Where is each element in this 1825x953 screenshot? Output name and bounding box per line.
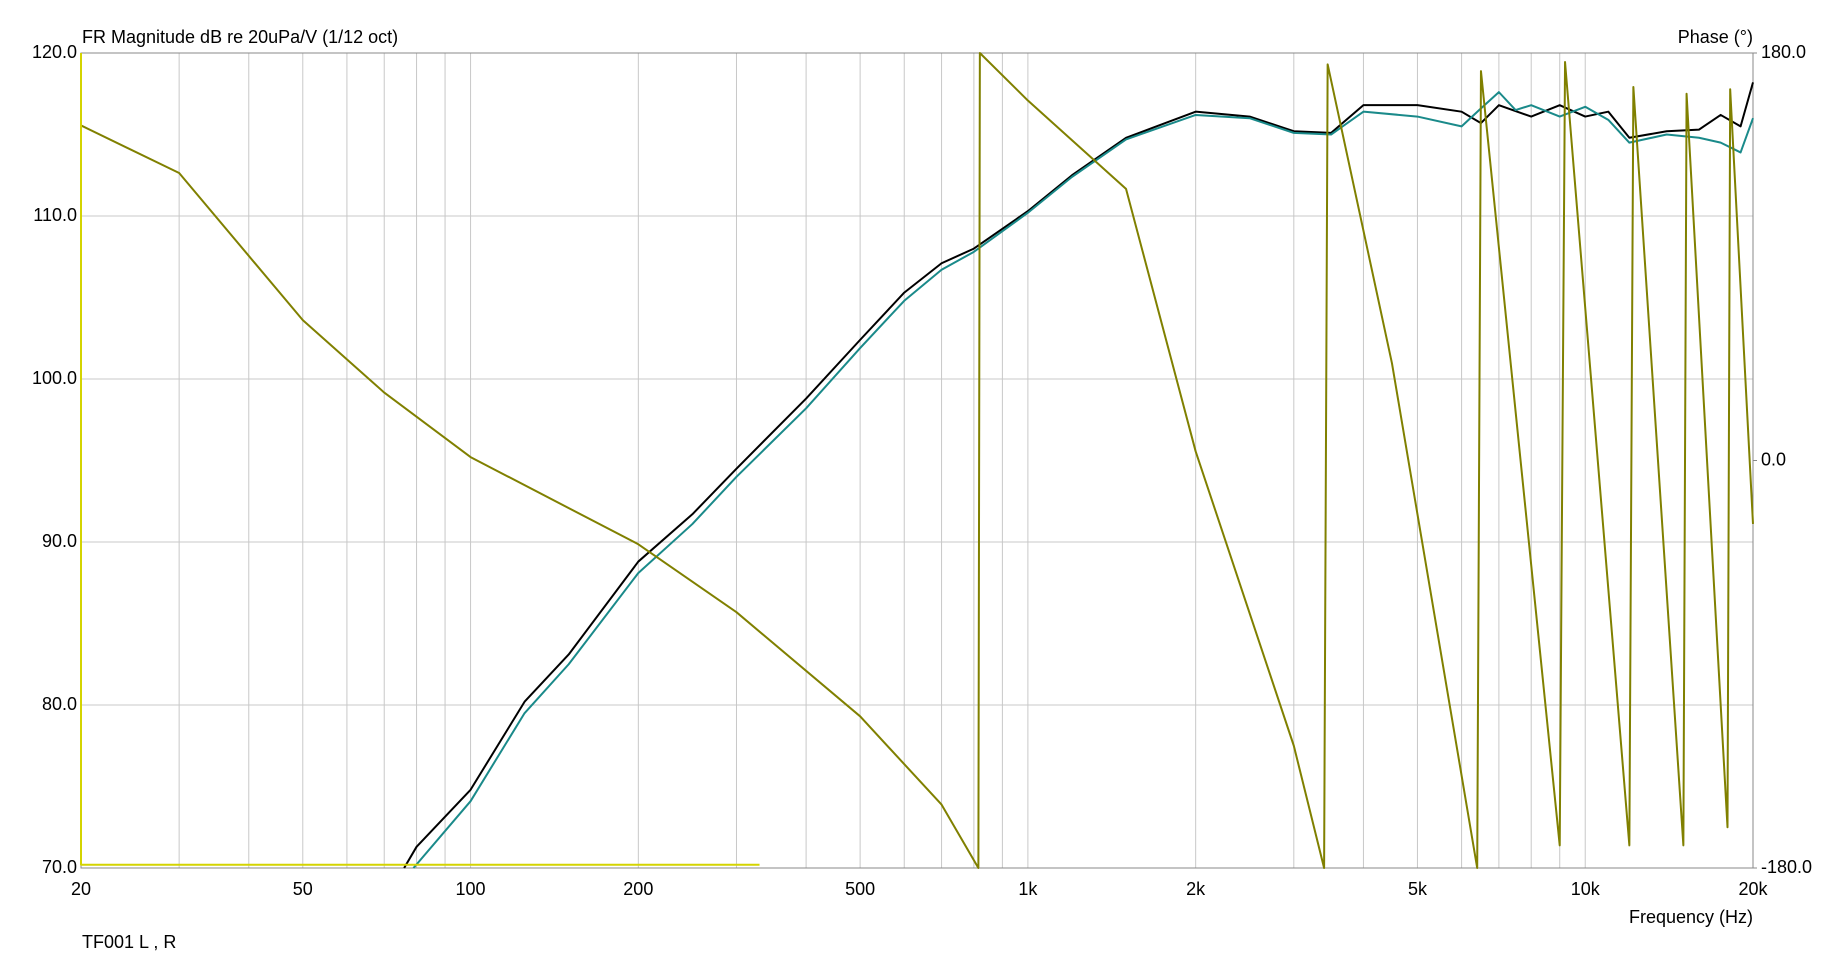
x-tick-label: 10k [1571, 879, 1601, 899]
x-tick-label: 500 [845, 879, 875, 899]
x-axis-label: Frequency (Hz) [1629, 907, 1753, 927]
x-tick-label: 20 [71, 879, 91, 899]
x-tick-label: 50 [293, 879, 313, 899]
y2-axis-label: Phase (°) [1678, 27, 1753, 47]
y-tick-label: 110.0 [33, 205, 77, 225]
x-tick-label: 2k [1186, 879, 1206, 899]
y-tick-label: 120.0 [32, 42, 77, 62]
x-tick-label: 20k [1738, 879, 1768, 899]
y2-tick-label: -180.0 [1761, 857, 1812, 877]
series-line [412, 91, 1754, 869]
x-tick-label: 200 [623, 879, 653, 899]
y-tick-label: 80.0 [42, 694, 77, 714]
y2-tick-label: 180.0 [1761, 42, 1806, 62]
x-tick-label: 100 [456, 879, 486, 899]
x-tick-label: 1k [1018, 879, 1038, 899]
series-line [80, 52, 1754, 869]
y-tick-label: 100.0 [32, 368, 77, 388]
plot-frame [80, 52, 1754, 869]
chart-title: FR Magnitude dB re 20uPa/V (1/12 oct) [82, 27, 398, 47]
y2-tick-label: 0.0 [1761, 449, 1786, 469]
footnote: TF001 L , R [82, 932, 176, 952]
y-tick-label: 90.0 [42, 531, 77, 551]
series-line [403, 82, 1754, 869]
x-tick-label: 5k [1408, 879, 1428, 899]
y-tick-label: 70.0 [42, 857, 77, 877]
series-line [80, 53, 760, 866]
